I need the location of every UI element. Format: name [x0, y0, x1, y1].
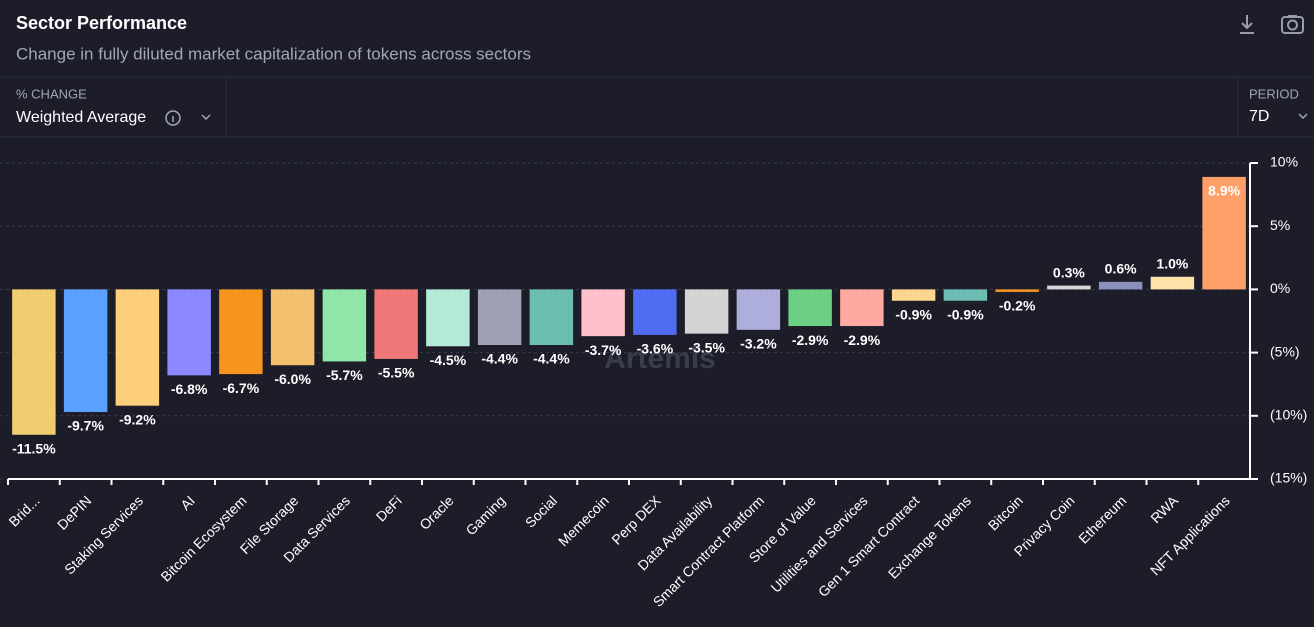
value-label: 8.9% [1208, 183, 1240, 199]
bar [374, 289, 418, 359]
bar [891, 289, 936, 301]
value-label: 1.0% [1156, 255, 1188, 271]
value-label: -6.7% [223, 380, 260, 396]
value-label: -6.8% [171, 381, 208, 397]
bar [736, 289, 781, 330]
bar [219, 289, 263, 375]
bar [12, 289, 56, 435]
y-tick-label: 10% [1270, 154, 1298, 170]
value-label: -6.0% [274, 371, 311, 387]
value-label: -0.9% [947, 306, 984, 322]
change-dropdown[interactable]: % CHANGE Weighted Average [16, 86, 211, 126]
control-value: 7D [1249, 108, 1269, 125]
value-label: -4.4% [533, 351, 570, 367]
control-label: PERIOD [1249, 86, 1299, 101]
bar [1098, 281, 1143, 290]
bar [529, 289, 574, 346]
y-tick-label: 0% [1270, 280, 1290, 296]
value-label: -3.5% [688, 339, 725, 355]
watermark: Artemis [604, 342, 716, 375]
chart-subtitle: Change in fully diluted market capitaliz… [16, 44, 531, 63]
bar [1150, 276, 1195, 290]
value-label: -3.6% [637, 341, 674, 357]
y-tick-label: (15%) [1270, 470, 1307, 486]
chart-title: Sector Performance [16, 13, 187, 33]
control-label: % CHANGE [16, 86, 87, 101]
y-tick-label: (5%) [1270, 343, 1300, 359]
bar [995, 289, 1039, 292]
bar [63, 289, 108, 413]
value-label: -0.2% [999, 298, 1036, 314]
download-icon[interactable] [1240, 15, 1254, 34]
bar [426, 289, 470, 347]
bar [1202, 176, 1246, 290]
bar [167, 289, 211, 376]
value-label: -9.2% [119, 411, 156, 427]
value-label: -5.7% [326, 367, 363, 383]
bar [633, 289, 677, 335]
period-dropdown[interactable]: PERIOD 7D [1249, 86, 1308, 125]
bar [1047, 285, 1091, 290]
bar [840, 289, 884, 327]
value-label: 0.6% [1105, 261, 1137, 277]
bar [943, 289, 988, 301]
value-label: -11.5% [12, 440, 56, 456]
value-label: -9.7% [67, 418, 104, 434]
value-label: -3.2% [740, 336, 777, 352]
value-label: -2.9% [792, 332, 829, 348]
value-label: 0.3% [1053, 264, 1085, 280]
chevron [201, 114, 211, 121]
camera-icon[interactable] [1281, 15, 1304, 34]
bar [684, 289, 729, 334]
control-value: Weighted Average [16, 109, 146, 126]
value-label: -4.5% [430, 352, 467, 368]
info-icon [165, 110, 181, 126]
value-label: -5.5% [378, 365, 415, 381]
bar [581, 289, 625, 337]
chevron [1298, 113, 1308, 120]
bar [270, 289, 315, 366]
value-label: -4.4% [481, 351, 518, 367]
bar [788, 289, 832, 327]
value-label: -2.9% [844, 332, 881, 348]
bar [322, 289, 367, 362]
value-label: -3.7% [585, 342, 622, 358]
y-tick-label: 5% [1270, 217, 1290, 233]
y-tick-label: (10%) [1270, 407, 1307, 423]
bar [115, 289, 160, 406]
bar [477, 289, 522, 346]
value-label: -0.9% [895, 306, 932, 322]
